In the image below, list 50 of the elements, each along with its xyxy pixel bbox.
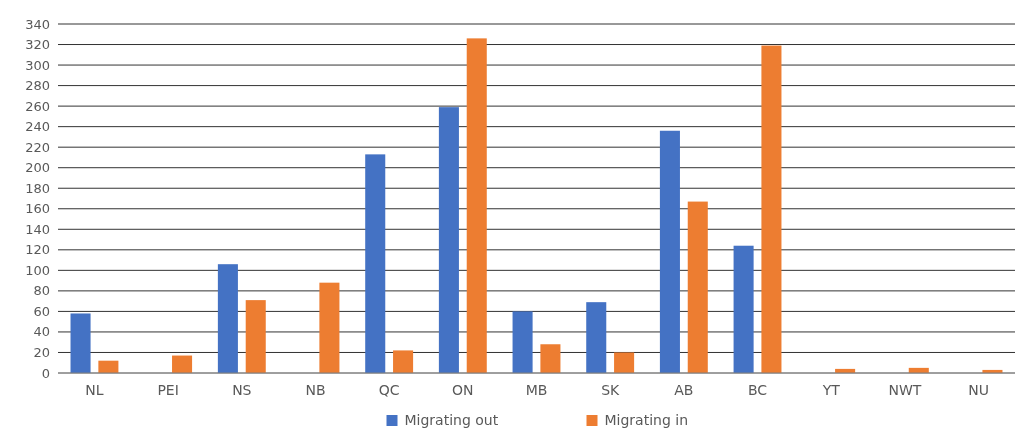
y-tick-label: 200	[25, 160, 50, 176]
bar	[733, 245, 754, 373]
bar	[512, 311, 533, 373]
x-tick-label: NL	[85, 382, 104, 398]
bar	[614, 352, 635, 373]
x-tick-label: NWT	[888, 382, 922, 398]
x-tick-label: NU	[968, 382, 989, 398]
x-tick-label: YT	[821, 382, 841, 398]
x-tick-label: PEI	[157, 382, 179, 398]
bar	[687, 201, 708, 373]
y-tick-label: 240	[25, 119, 50, 135]
y-tick-label: 0	[41, 365, 50, 381]
legend-label: Migrating out	[404, 412, 499, 428]
x-tick-label: AB	[674, 382, 694, 398]
bar	[659, 130, 680, 373]
bar	[217, 264, 238, 373]
bar	[365, 154, 386, 373]
y-tick-label: 140	[25, 221, 50, 237]
y-tick-label: 320	[25, 37, 50, 53]
bar	[586, 302, 607, 373]
y-tick-label: 60	[33, 303, 50, 319]
y-tick-label: 340	[25, 16, 50, 32]
y-tick-label: 180	[25, 180, 50, 196]
x-tick-label: QC	[378, 382, 400, 398]
bar	[438, 107, 459, 373]
y-tick-label: 100	[25, 262, 50, 278]
x-tick-label: ON	[452, 382, 474, 398]
bar	[393, 350, 414, 373]
bar	[761, 45, 782, 373]
bar	[70, 313, 91, 373]
y-tick-label: 300	[25, 57, 50, 73]
legend-label: Migrating in	[604, 412, 689, 428]
x-tick-label: BC	[747, 382, 768, 398]
y-tick-label: 40	[33, 324, 50, 340]
bar	[319, 282, 340, 373]
y-tick-label: 220	[25, 139, 50, 155]
bar	[172, 355, 193, 373]
y-tick-label: 280	[25, 78, 50, 94]
bar	[466, 38, 487, 373]
bar	[245, 300, 266, 373]
x-tick-label: NB	[305, 382, 326, 398]
y-tick-label: 120	[25, 242, 50, 258]
x-tick-label: MB	[525, 382, 548, 398]
y-tick-label: 260	[25, 98, 50, 114]
y-tick-label: 80	[33, 283, 50, 299]
y-tick-label: 160	[25, 201, 50, 217]
y-tick-label: 20	[33, 345, 50, 361]
x-tick-label: SK	[601, 382, 621, 398]
x-tick-label: NS	[232, 382, 252, 398]
bar	[540, 344, 561, 373]
